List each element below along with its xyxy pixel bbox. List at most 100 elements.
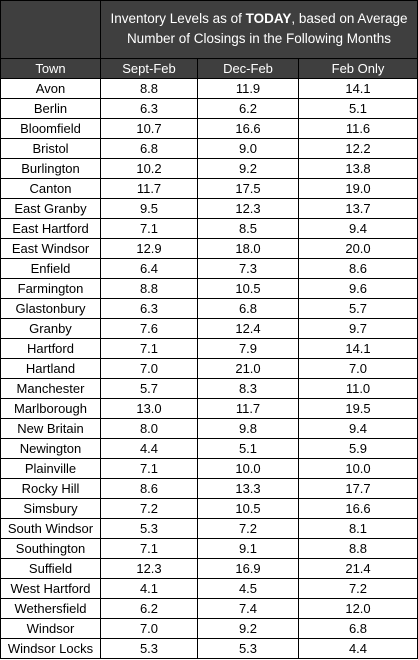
town-name: Hartland [1,359,101,379]
value-cell: 7.0 [101,359,198,379]
town-name: Wethersfield [1,599,101,619]
value-cell: 8.3 [198,379,299,399]
value-cell: 7.6 [101,319,198,339]
value-cell: 19.5 [299,399,418,419]
value-cell: 11.7 [198,399,299,419]
value-cell: 13.0 [101,399,198,419]
title-text: , based on Average Number of Closings in… [126,11,408,46]
title-emphasis: TODAY [245,11,292,26]
value-cell: 12.4 [198,319,299,339]
value-cell: 16.6 [198,119,299,139]
value-cell: 11.9 [198,79,299,99]
value-cell: 7.9 [198,339,299,359]
value-cell: 4.4 [101,439,198,459]
town-name: Avon [1,79,101,99]
value-cell: 8.0 [101,419,198,439]
value-cell: 7.0 [101,619,198,639]
value-cell: 18.0 [198,239,299,259]
value-cell: 5.3 [101,519,198,539]
value-cell: 20.0 [299,239,418,259]
town-name: East Hartford [1,219,101,239]
value-cell: 10.5 [198,499,299,519]
value-cell: 9.2 [198,159,299,179]
town-name: Hartford [1,339,101,359]
town-name: Bloomfield [1,119,101,139]
town-name: Glastonbury [1,299,101,319]
value-cell: 6.2 [101,599,198,619]
column-header: Sept-Feb [101,59,198,79]
value-cell: 9.2 [198,619,299,639]
value-cell: 8.6 [299,259,418,279]
value-cell: 14.1 [299,339,418,359]
column-header: Dec-Feb [198,59,299,79]
town-name: Southington [1,539,101,559]
value-cell: 8.8 [101,279,198,299]
value-cell: 21.4 [299,559,418,579]
corner-cell [1,1,101,59]
town-name: Windsor [1,619,101,639]
column-header: Town [1,59,101,79]
value-cell: 7.1 [101,219,198,239]
town-name: South Windsor [1,519,101,539]
value-cell: 7.3 [198,259,299,279]
town-name: Burlington [1,159,101,179]
value-cell: 8.6 [101,479,198,499]
value-cell: 4.4 [299,639,418,659]
value-cell: 10.0 [299,459,418,479]
value-cell: 14.1 [299,79,418,99]
value-cell: 9.0 [198,139,299,159]
value-cell: 12.3 [101,559,198,579]
value-cell: 4.5 [198,579,299,599]
value-cell: 12.2 [299,139,418,159]
value-cell: 12.9 [101,239,198,259]
value-cell: 13.3 [198,479,299,499]
value-cell: 7.4 [198,599,299,619]
column-header: Feb Only [299,59,418,79]
value-cell: 9.5 [101,199,198,219]
value-cell: 6.8 [101,139,198,159]
value-cell: 9.1 [198,539,299,559]
value-cell: 5.3 [198,639,299,659]
value-cell: 7.1 [101,459,198,479]
value-cell: 5.7 [299,299,418,319]
value-cell: 10.2 [101,159,198,179]
town-name: East Windsor [1,239,101,259]
value-cell: 16.6 [299,499,418,519]
value-cell: 17.7 [299,479,418,499]
town-name: Bristol [1,139,101,159]
value-cell: 7.1 [101,339,198,359]
value-cell: 13.7 [299,199,418,219]
value-cell: 9.4 [299,219,418,239]
value-cell: 17.5 [198,179,299,199]
value-cell: 5.7 [101,379,198,399]
value-cell: 7.2 [198,519,299,539]
value-cell: 6.8 [198,299,299,319]
value-cell: 13.8 [299,159,418,179]
value-cell: 8.5 [198,219,299,239]
value-cell: 9.7 [299,319,418,339]
town-name: Suffield [1,559,101,579]
value-cell: 5.1 [299,99,418,119]
town-name: Windsor Locks [1,639,101,659]
value-cell: 5.1 [198,439,299,459]
town-name: West Hartford [1,579,101,599]
value-cell: 11.7 [101,179,198,199]
value-cell: 7.1 [101,539,198,559]
value-cell: 6.4 [101,259,198,279]
value-cell: 9.8 [198,419,299,439]
value-cell: 7.2 [299,579,418,599]
town-name: New Britain [1,419,101,439]
title-text: Inventory Levels as of [110,11,246,26]
town-name: Berlin [1,99,101,119]
value-cell: 8.1 [299,519,418,539]
value-cell: 11.6 [299,119,418,139]
value-cell: 6.3 [101,299,198,319]
value-cell: 10.5 [198,279,299,299]
value-cell: 7.2 [101,499,198,519]
value-cell: 6.8 [299,619,418,639]
town-name: Enfield [1,259,101,279]
value-cell: 7.0 [299,359,418,379]
value-cell: 10.7 [101,119,198,139]
